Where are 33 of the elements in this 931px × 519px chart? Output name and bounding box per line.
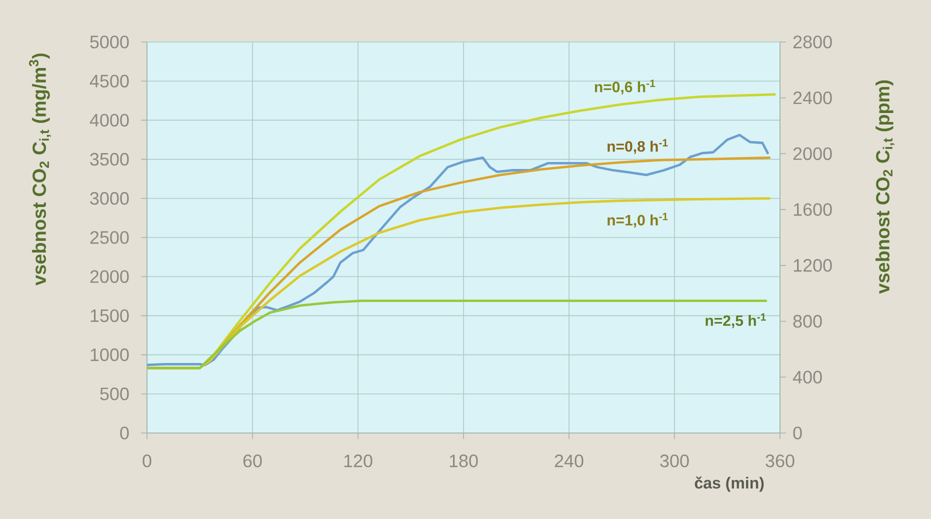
x-axis-title: čas (min) — [694, 476, 764, 492]
series-label: n=2,5 h$^{-1}$ — [706, 313, 766, 328]
y-axis-title: vsebnost CO$_{2}$ C$_{i,t}$ (mg/m$^{3}$) — [29, 54, 51, 286]
y-tick-label: 1500 — [90, 309, 129, 322]
y2-tick-label: 800 — [793, 314, 822, 328]
y2-tick-label: 0 — [793, 426, 802, 440]
series-label: n=0,6 h$^{-1}$ — [594, 80, 656, 94]
series-label: n=0,8 h$^{-1}$ — [608, 139, 668, 154]
x-tick-label: 240 — [554, 454, 584, 468]
series-label: n=1,0 h$^{-1}$ — [608, 212, 668, 228]
y-tick-label: 5000 — [90, 36, 129, 48]
y-tick-label: 3500 — [90, 152, 129, 166]
x-tick-label: 60 — [243, 454, 262, 468]
y-tick-label: 1000 — [90, 348, 129, 362]
y-tick-label: 500 — [100, 388, 129, 400]
x-tick-label: 0 — [142, 454, 152, 468]
y2-tick-label: 400 — [792, 370, 822, 384]
y2-tick-label: 1600 — [794, 203, 832, 216]
x-tick-label: 300 — [660, 454, 689, 468]
y-tick-label: 3000 — [90, 192, 129, 205]
y-tick-label: 2000 — [90, 270, 129, 283]
y2-axis-title: vsebnost CO$_{2}$ C$_{i,t}$ (ppm) — [876, 80, 894, 294]
y-tick-label: 4000 — [90, 114, 129, 127]
y-tick-label: 0 — [120, 426, 129, 440]
x-tick-label: 120 — [344, 454, 372, 468]
y2-tick-label: 2400 — [793, 91, 832, 104]
y2-tick-label: 1200 — [794, 259, 832, 272]
y2-tick-label: 2800 — [793, 36, 832, 48]
y-tick-label: 4500 — [90, 74, 129, 88]
x-tick-label: 180 — [450, 454, 478, 468]
x-tick-label: 360 — [766, 454, 794, 468]
y-tick-label: 2500 — [90, 231, 129, 244]
y2-tick-label: 2000 — [793, 147, 832, 160]
